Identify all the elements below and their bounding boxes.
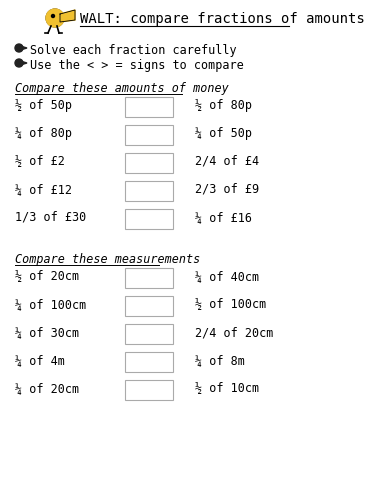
Bar: [125, 352, 173, 372]
Bar: [125, 268, 173, 288]
Circle shape: [46, 9, 64, 27]
Text: ¼ of 20cm: ¼ of 20cm: [15, 382, 79, 395]
Bar: [125, 97, 173, 117]
Text: ¼ of 8m: ¼ of 8m: [195, 354, 245, 367]
Bar: [125, 125, 173, 145]
Bar: [125, 209, 173, 229]
Circle shape: [15, 44, 23, 52]
Text: ¼ of 50p: ¼ of 50p: [195, 127, 252, 140]
Bar: [125, 380, 173, 400]
Text: ¼ of 4m: ¼ of 4m: [15, 354, 65, 367]
Text: ½ of 20cm: ½ of 20cm: [15, 270, 79, 283]
Text: Compare these measurements: Compare these measurements: [15, 253, 200, 266]
Bar: [125, 296, 173, 316]
Polygon shape: [22, 62, 27, 64]
Text: ¼ of 80p: ¼ of 80p: [15, 127, 72, 140]
Text: ¼ of £16: ¼ of £16: [195, 211, 252, 224]
Text: ¼ of £12: ¼ of £12: [15, 183, 72, 196]
Polygon shape: [60, 10, 75, 22]
Polygon shape: [22, 46, 27, 50]
Text: ¼ of 40cm: ¼ of 40cm: [195, 270, 259, 283]
Text: ½ of 80p: ½ of 80p: [195, 99, 252, 112]
Circle shape: [15, 59, 23, 67]
Text: 2/4 of 20cm: 2/4 of 20cm: [195, 326, 273, 339]
Text: ¼ of 100cm: ¼ of 100cm: [15, 298, 86, 311]
Bar: [125, 153, 173, 173]
Text: ½ of 10cm: ½ of 10cm: [195, 382, 259, 395]
Text: ¼ of 30cm: ¼ of 30cm: [15, 326, 79, 339]
Text: ½ of 100cm: ½ of 100cm: [195, 298, 266, 311]
Text: 2/3 of £9: 2/3 of £9: [195, 183, 259, 196]
Text: Use the < > = signs to compare: Use the < > = signs to compare: [30, 59, 244, 72]
Text: 2/4 of £4: 2/4 of £4: [195, 155, 259, 168]
Circle shape: [51, 14, 54, 18]
Text: Compare these amounts of money: Compare these amounts of money: [15, 82, 229, 95]
Bar: [125, 181, 173, 201]
Bar: [125, 324, 173, 344]
Text: ½ of 50p: ½ of 50p: [15, 99, 72, 112]
Text: Solve each fraction carefully: Solve each fraction carefully: [30, 44, 237, 57]
Text: ½ of £2: ½ of £2: [15, 155, 65, 168]
Text: WALT: compare fractions of amounts: WALT: compare fractions of amounts: [80, 12, 365, 26]
Text: 1/3 of £30: 1/3 of £30: [15, 211, 86, 224]
